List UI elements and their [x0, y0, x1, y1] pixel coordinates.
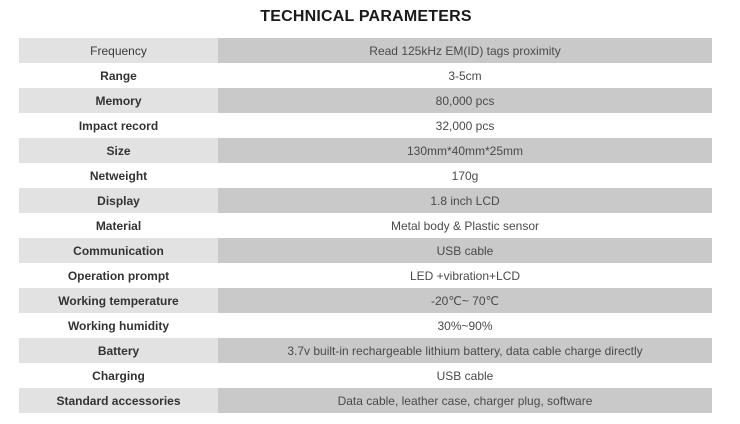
parameter-value: 130mm*40mm*25mm — [218, 138, 712, 163]
table-row: Charging USB cable — [19, 363, 712, 388]
table-row: Display 1.8 inch LCD — [19, 188, 712, 213]
parameter-label: Working temperature — [19, 288, 218, 313]
parameter-label: Working humidity — [19, 313, 218, 338]
parameter-label: Display — [19, 188, 218, 213]
table-row: Netweight 170g — [19, 163, 712, 188]
parameter-value: Data cable, leather case, charger plug, … — [218, 388, 712, 413]
parameter-value: 80,000 pcs — [218, 88, 712, 113]
parameter-value: 3-5cm — [218, 63, 712, 88]
parameter-label: Charging — [19, 363, 218, 388]
parameter-label: Netweight — [19, 163, 218, 188]
parameter-label: Communication — [19, 238, 218, 263]
parameters-table: Frequency Read 125kHz EM(ID) tags proximi… — [19, 38, 712, 413]
parameter-label: Battery — [19, 338, 218, 363]
table-row: Material Metal body & Plastic sensor — [19, 213, 712, 238]
table-row: Impact record 32,000 pcs — [19, 113, 712, 138]
parameter-value: Read 125kHz EM(ID) tags proximity — [218, 38, 712, 63]
parameter-label: Material — [19, 213, 218, 238]
parameter-value: 3.7v built-in rechargeable lithium batte… — [218, 338, 712, 363]
parameter-label: Impact record — [19, 113, 218, 138]
table-row: Size 130mm*40mm*25mm — [19, 138, 712, 163]
parameter-value: USB cable — [218, 363, 712, 388]
parameter-value: USB cable — [218, 238, 712, 263]
parameter-label: Memory — [19, 88, 218, 113]
parameter-value: 32,000 pcs — [218, 113, 712, 138]
parameter-label: Range — [19, 63, 218, 88]
table-row: Memory 80,000 pcs — [19, 88, 712, 113]
parameter-label: Operation prompt — [19, 263, 218, 288]
page-title: TECHNICAL PARAMETERS — [260, 8, 472, 25]
table-row: Battery 3.7v built-in rechargeable lithiu… — [19, 338, 712, 363]
table-row: Communication USB cable — [19, 238, 712, 263]
parameter-value: 1.8 inch LCD — [218, 188, 712, 213]
parameter-label: Standard accessories — [19, 388, 218, 413]
parameter-value: 30%~90% — [218, 313, 712, 338]
parameter-value: 170g — [218, 163, 712, 188]
parameter-value: Metal body & Plastic sensor — [218, 213, 712, 238]
table-row: Working humidity 30%~90% — [19, 313, 712, 338]
table-row: Range 3-5cm — [19, 63, 712, 88]
parameter-label: Frequency — [19, 38, 218, 63]
table-row: Standard accessories Data cable, leather … — [19, 388, 712, 413]
table-row: Working temperature -20℃~ 70℃ — [19, 288, 712, 313]
parameter-label: Size — [19, 138, 218, 163]
parameter-value: -20℃~ 70℃ — [218, 288, 712, 313]
table-row: Operation prompt LED +vibration+LCD — [19, 263, 712, 288]
table-row: Frequency Read 125kHz EM(ID) tags proximi… — [19, 38, 712, 63]
parameter-value: LED +vibration+LCD — [218, 263, 712, 288]
